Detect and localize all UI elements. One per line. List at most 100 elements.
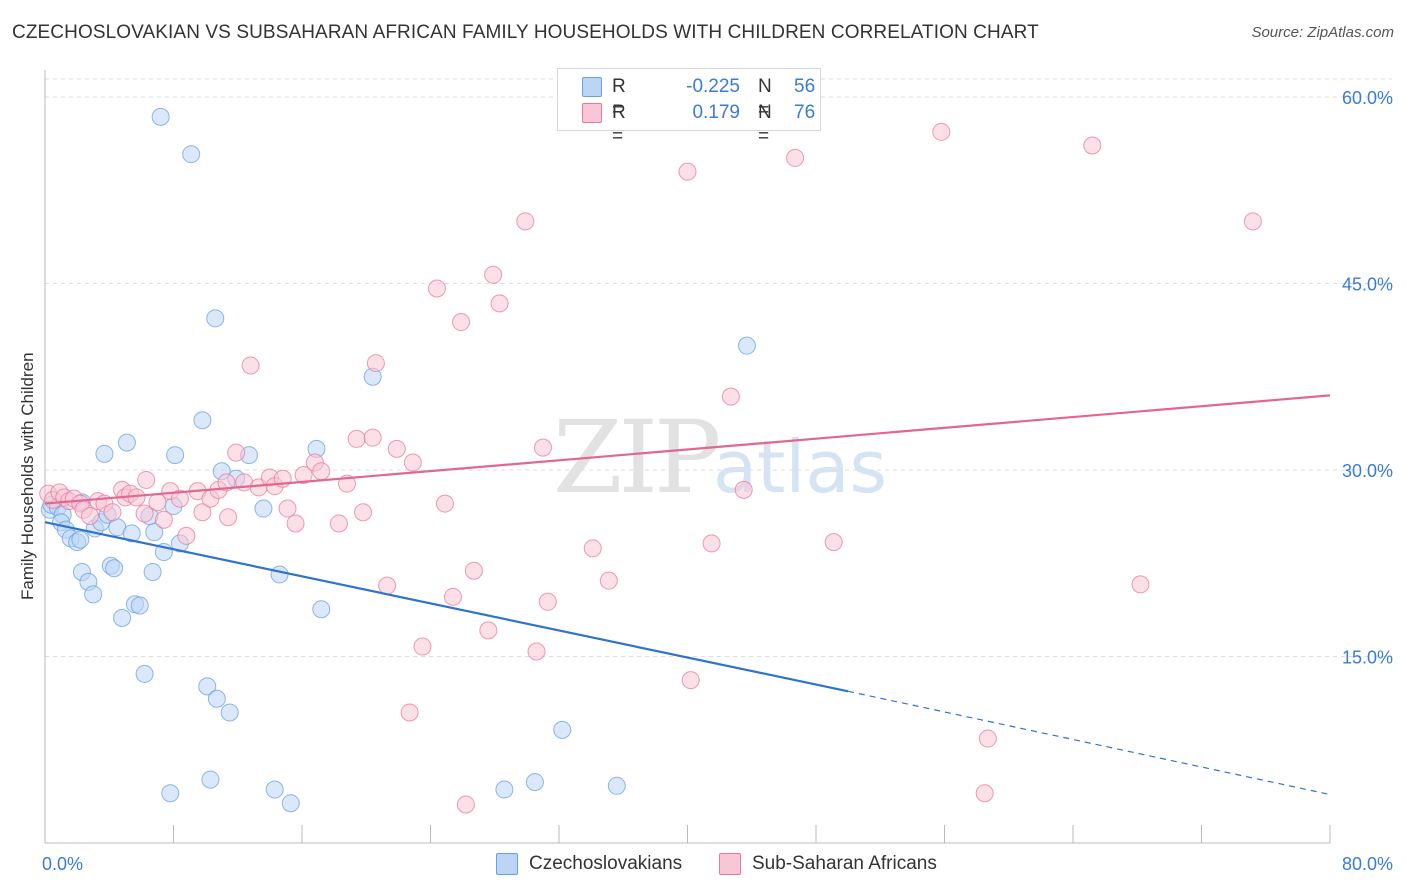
data-point bbox=[135, 664, 154, 683]
tick-labels: 15.0% 30.0% 45.0% 60.0% 0.0% 80.0% bbox=[42, 88, 1393, 874]
data-point bbox=[347, 429, 366, 448]
x-tick-label: 80.0% bbox=[1342, 854, 1393, 874]
data-point bbox=[166, 446, 185, 465]
data-point bbox=[84, 585, 103, 604]
y-tick-label: 60.0% bbox=[1342, 88, 1393, 108]
data-point bbox=[435, 494, 454, 513]
data-point bbox=[135, 504, 154, 523]
data-point bbox=[599, 571, 618, 590]
data-point bbox=[479, 621, 498, 640]
data-point bbox=[702, 534, 721, 553]
data-point bbox=[130, 596, 149, 615]
data-point bbox=[527, 642, 546, 661]
data-point bbox=[281, 794, 300, 813]
source-label: Source: ZipAtlas.com bbox=[1251, 24, 1394, 41]
data-point bbox=[1083, 136, 1102, 155]
data-point bbox=[217, 473, 236, 492]
data-point bbox=[681, 671, 700, 690]
legend-r-value: 0.179 bbox=[692, 102, 740, 123]
data-point bbox=[145, 523, 164, 542]
data-point bbox=[95, 444, 114, 463]
data-point bbox=[312, 462, 331, 481]
data-point bbox=[227, 443, 246, 462]
legend-n-label: N = bbox=[758, 76, 772, 121]
data-point bbox=[456, 795, 475, 814]
data-point bbox=[516, 212, 535, 231]
y-axis-label: Family Households with Children bbox=[18, 352, 37, 600]
data-point bbox=[464, 561, 483, 580]
data-point bbox=[403, 453, 422, 472]
data-point bbox=[786, 148, 805, 167]
data-point bbox=[533, 438, 552, 457]
x-tick-label: 0.0% bbox=[42, 854, 83, 874]
data-point bbox=[538, 592, 557, 611]
data-point bbox=[103, 503, 122, 522]
series-czechoslovakians-points bbox=[40, 107, 756, 813]
data-point bbox=[170, 489, 189, 508]
data-point bbox=[607, 776, 626, 795]
data-point bbox=[400, 703, 419, 722]
data-point bbox=[378, 576, 397, 595]
data-point bbox=[286, 514, 305, 533]
legend-label: Sub-Saharan Africans bbox=[752, 853, 937, 874]
data-point bbox=[678, 162, 697, 181]
data-point bbox=[161, 784, 180, 803]
series-sub-saharan-africans-points bbox=[39, 122, 1262, 814]
legend-label: Czechoslovakians bbox=[529, 853, 683, 874]
data-point bbox=[143, 562, 162, 581]
trend-lines bbox=[44, 394, 1331, 796]
data-point bbox=[553, 720, 572, 739]
data-point bbox=[495, 780, 514, 799]
legend-r-label: R = bbox=[612, 102, 626, 147]
data-point bbox=[387, 439, 406, 458]
legend-n-value: 76 bbox=[794, 102, 816, 123]
legend-swatch-pink bbox=[582, 103, 602, 123]
data-point bbox=[219, 508, 238, 527]
legend-r-value: -0.225 bbox=[686, 76, 740, 97]
data-point bbox=[294, 465, 313, 484]
data-point bbox=[443, 587, 462, 606]
chart-title: CZECHOSLOVAKIAN VS SUBSAHARAN AFRICAN FA… bbox=[12, 22, 1039, 43]
data-point bbox=[366, 354, 385, 373]
data-point bbox=[354, 503, 373, 522]
y-tick-label: 45.0% bbox=[1342, 275, 1393, 295]
data-point bbox=[80, 507, 99, 526]
data-point bbox=[413, 637, 432, 656]
legend-n-label: N = bbox=[758, 102, 772, 147]
data-point bbox=[182, 145, 201, 164]
data-point bbox=[137, 470, 156, 489]
correlation-legend: R = -0.225 N = 56 R = 0.179 N = 76 bbox=[557, 68, 821, 147]
data-point bbox=[427, 279, 446, 298]
data-point bbox=[117, 433, 136, 452]
data-point bbox=[113, 608, 132, 627]
data-point bbox=[177, 526, 196, 545]
trend-line-extension bbox=[847, 690, 1331, 796]
data-point bbox=[721, 387, 740, 406]
data-point bbox=[932, 122, 951, 141]
data-point bbox=[978, 729, 997, 748]
y-tick-label: 15.0% bbox=[1342, 648, 1393, 668]
data-point bbox=[278, 499, 297, 518]
data-point bbox=[1243, 212, 1262, 231]
axes bbox=[44, 70, 1331, 844]
data-point bbox=[254, 499, 273, 518]
data-point bbox=[1131, 575, 1150, 594]
legend-r-label: R = bbox=[612, 76, 626, 121]
data-point bbox=[193, 411, 212, 430]
data-point bbox=[329, 514, 348, 533]
legend-n-value: 56 bbox=[794, 76, 816, 97]
data-point bbox=[105, 559, 124, 578]
data-point bbox=[207, 689, 226, 708]
data-point bbox=[490, 294, 509, 313]
data-point bbox=[151, 107, 170, 126]
data-point bbox=[220, 703, 239, 722]
data-point bbox=[154, 510, 173, 529]
data-point bbox=[525, 773, 544, 792]
legend-swatch-blue bbox=[496, 853, 518, 875]
data-point bbox=[193, 503, 212, 522]
data-point bbox=[201, 770, 220, 789]
data-point bbox=[452, 313, 471, 332]
trend-line bbox=[44, 521, 849, 693]
legend-swatch-pink bbox=[719, 853, 741, 875]
